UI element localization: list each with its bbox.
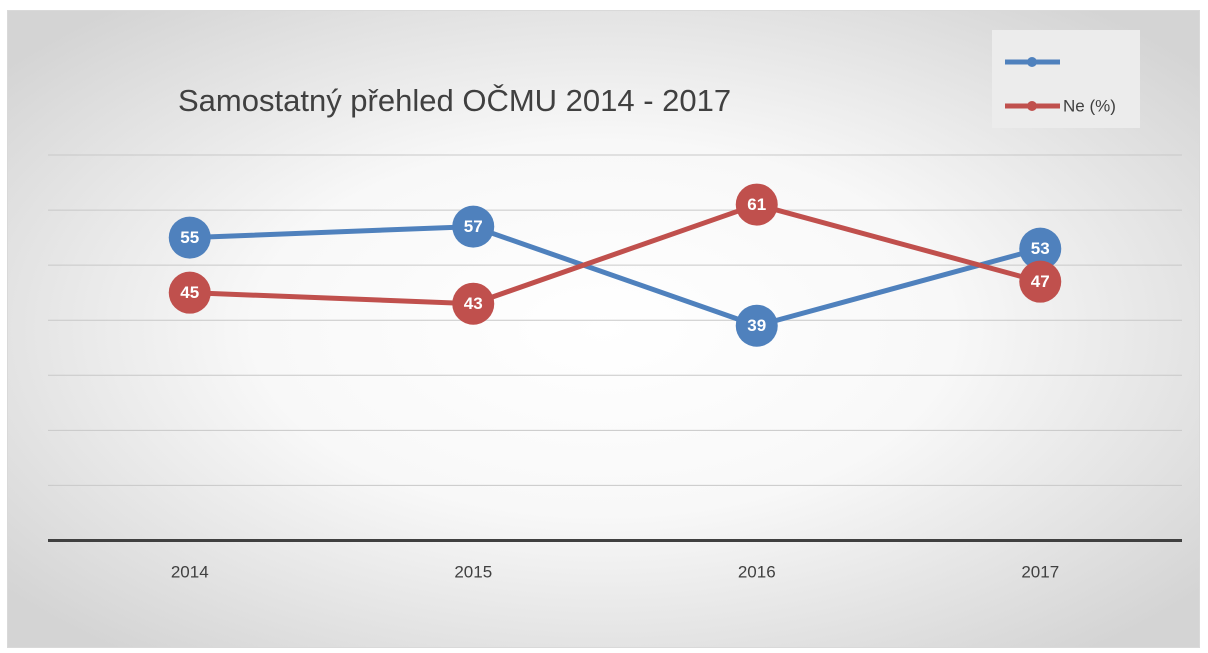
- x-tick-label: 2016: [738, 562, 776, 581]
- data-point: [735, 304, 778, 347]
- data-label: 39: [747, 316, 766, 335]
- data-label: 43: [464, 294, 483, 313]
- data-label: 61: [747, 195, 766, 214]
- data-point: [1019, 260, 1062, 303]
- data-point: [452, 205, 495, 248]
- data-label: 45: [180, 283, 199, 302]
- series-line: [189, 224, 1041, 329]
- data-point: [168, 271, 211, 314]
- x-tick-label: 2017: [1021, 562, 1059, 581]
- data-label: 53: [1031, 239, 1050, 258]
- series-line: [189, 201, 1041, 307]
- data-point: [452, 282, 495, 325]
- x-tick-label: 2015: [454, 562, 492, 581]
- legend-label: Ne (%): [1063, 96, 1116, 115]
- data-point: [735, 183, 778, 226]
- legend-marker: [1027, 101, 1037, 111]
- data-label: 57: [464, 217, 483, 236]
- data-point: [1019, 227, 1062, 270]
- x-tick-label: 2014: [171, 562, 209, 581]
- data-label: 55: [180, 228, 199, 247]
- legend-marker: [1027, 57, 1037, 67]
- legend-box: [992, 30, 1140, 128]
- chart-title: Samostatný přehled OČMU 2014 - 2017: [178, 83, 731, 118]
- data-label: 47: [1031, 272, 1050, 291]
- data-point: [168, 216, 211, 259]
